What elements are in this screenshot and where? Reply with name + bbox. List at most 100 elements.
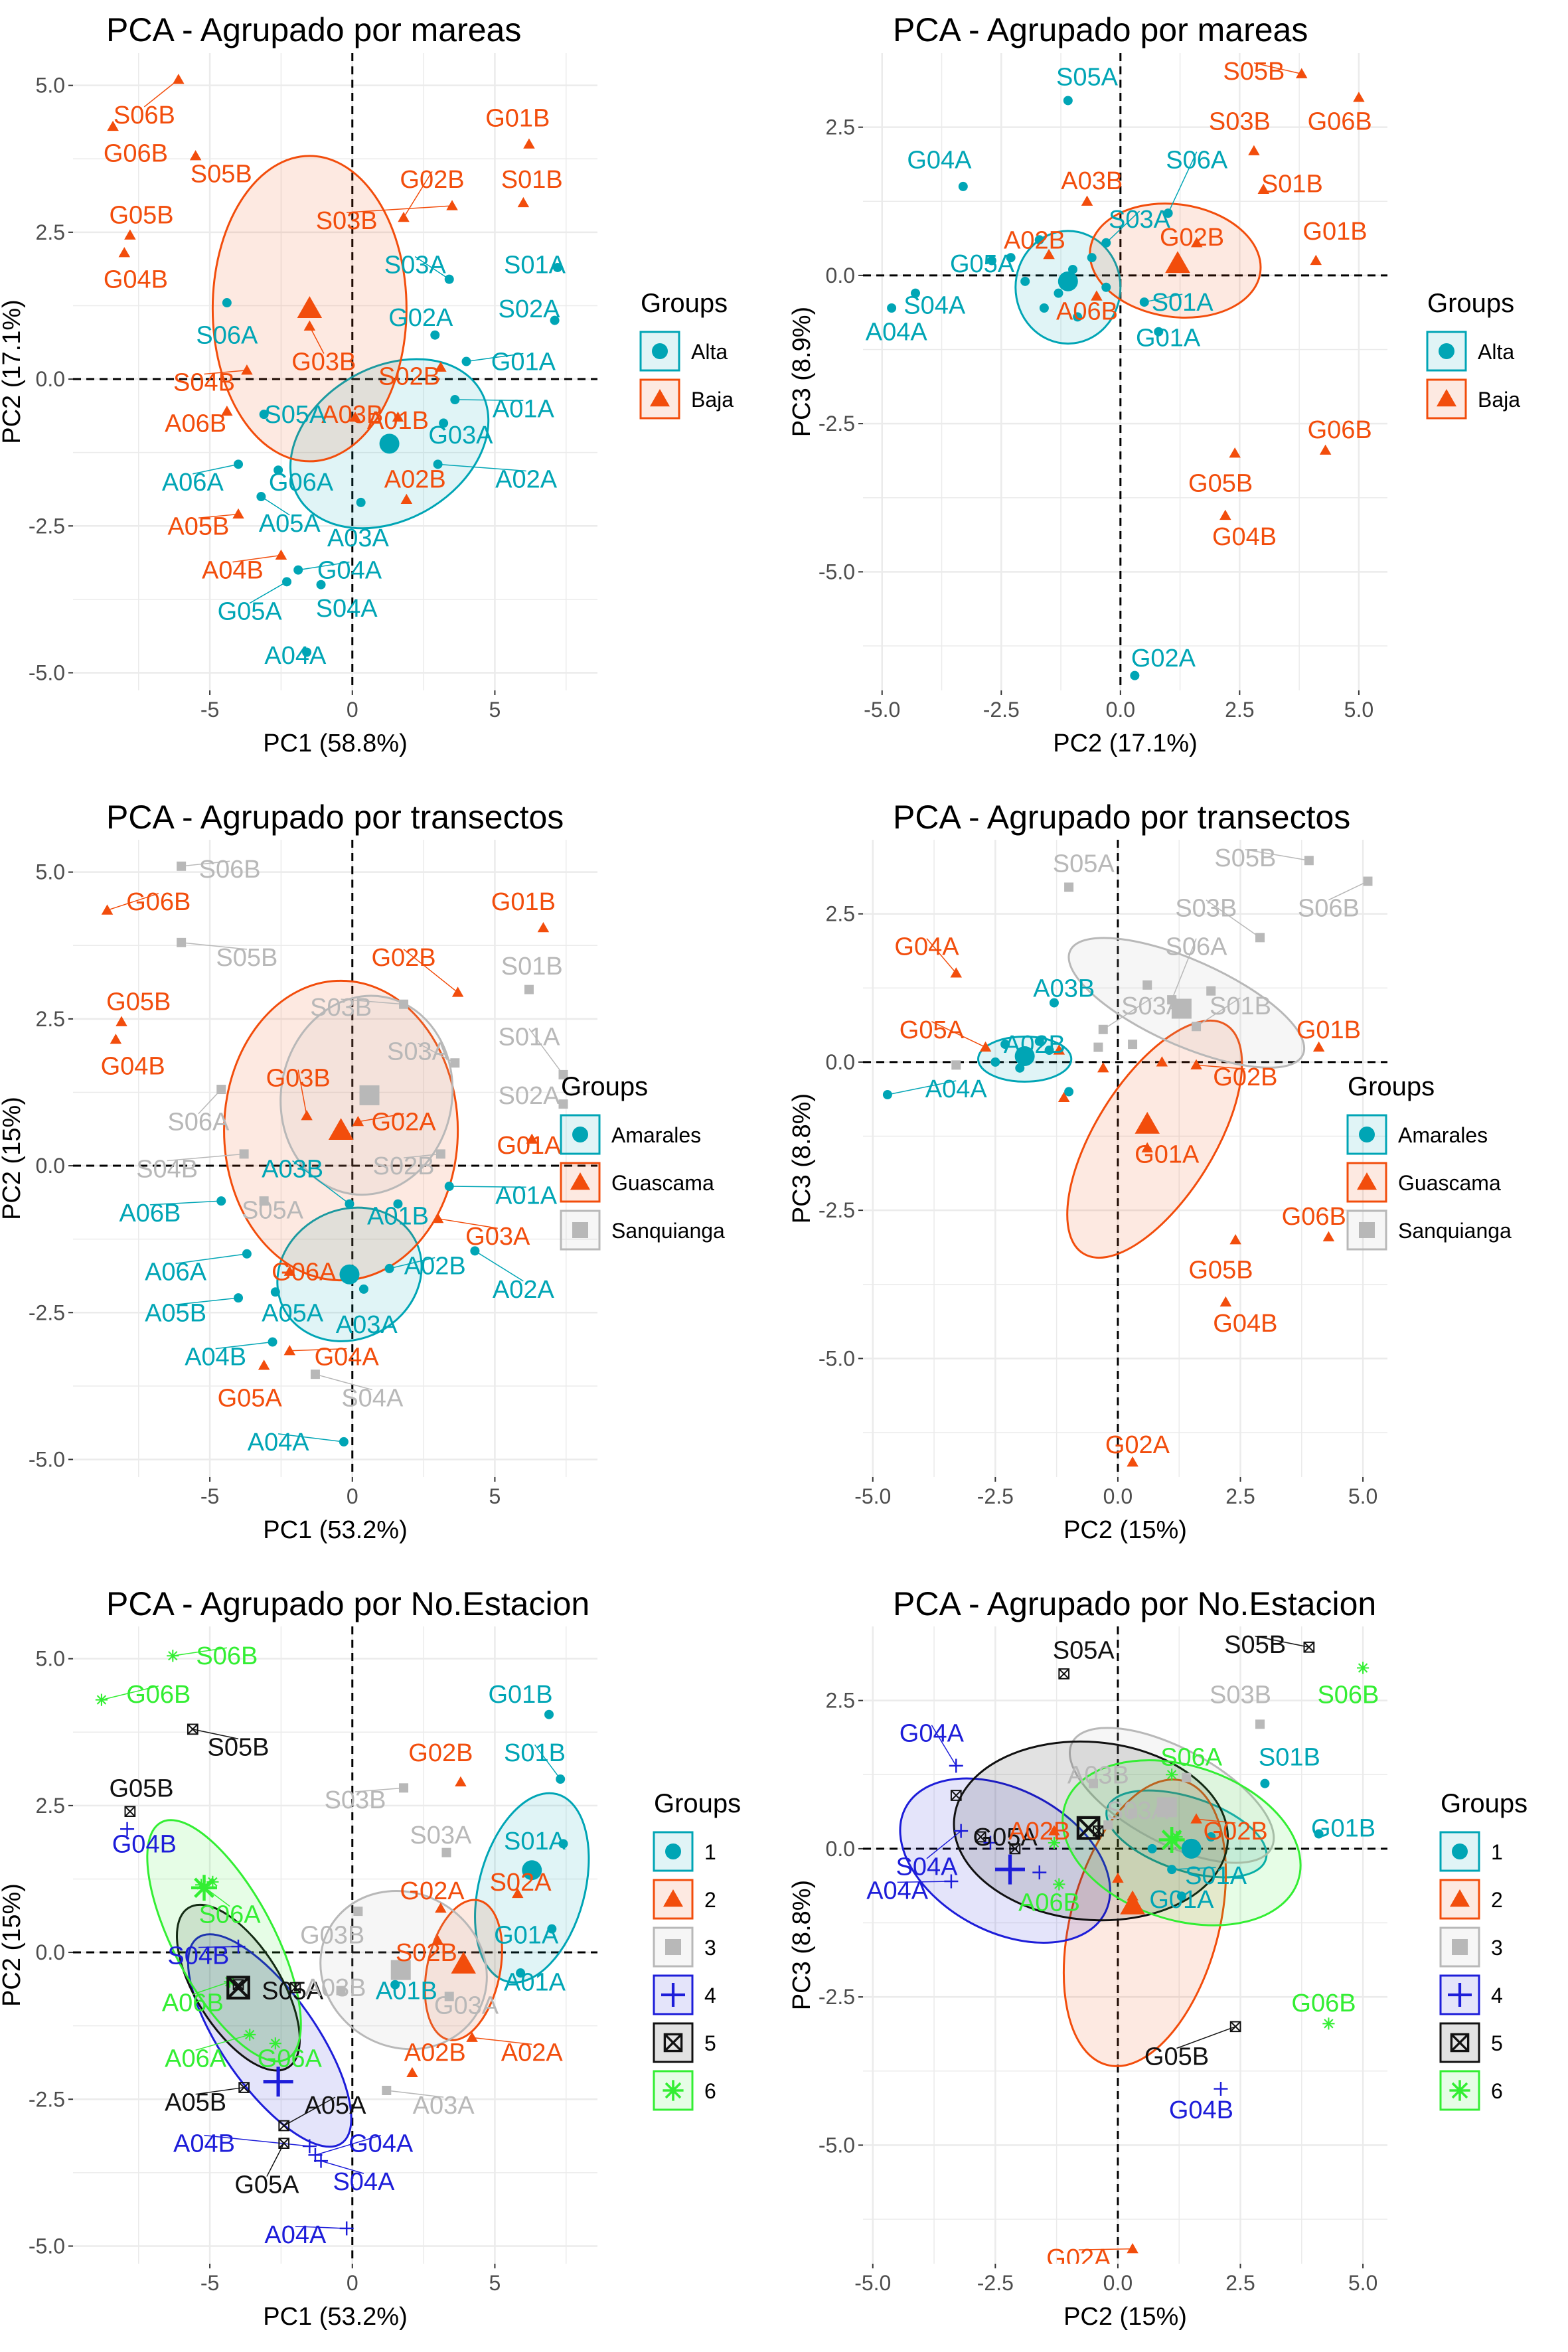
data-point	[222, 298, 232, 308]
point-label: S06A	[199, 1901, 262, 1929]
label-leader	[926, 1830, 962, 1859]
point-label: A01B	[376, 1978, 437, 2005]
point-label: G04B	[1212, 523, 1277, 551]
y-tick-label: 2.5	[826, 116, 855, 139]
data-point	[232, 1979, 244, 1991]
legend-symbol	[650, 389, 670, 407]
x-tick-label: -2.5	[977, 2271, 1014, 2295]
x-tick-label: -5.0	[864, 698, 900, 722]
label-leader	[249, 581, 287, 604]
confidence-ellipse-4	[899, 1777, 1111, 1944]
data-point	[450, 1058, 460, 1068]
data-point	[1257, 183, 1270, 194]
data-point	[1166, 1768, 1178, 1781]
x-tick-label: -2.5	[977, 1484, 1014, 1508]
legend-symbol	[570, 1172, 590, 1190]
data-point	[1156, 1056, 1168, 1067]
point-label: G06B	[126, 1681, 191, 1709]
point-label: A04A	[264, 642, 327, 670]
point-label: S06B	[1317, 1682, 1379, 1709]
data-point	[435, 361, 447, 372]
data-point	[124, 1806, 136, 1818]
data-point	[390, 1980, 400, 1990]
point-label: A04A	[264, 2221, 327, 2249]
data-point	[1039, 303, 1049, 313]
point-label: S06A	[1160, 1743, 1223, 1771]
point-label: G01B	[1302, 218, 1367, 246]
point-label: A02B	[404, 1252, 466, 1280]
point-label: S01A	[1185, 1862, 1247, 1890]
data-point	[399, 999, 409, 1009]
plot-area: G01B G06B G02B G05B G04B G03B G02A G01A G03A G06A…	[101, 856, 568, 1456]
legend-symbol	[665, 1939, 681, 1955]
group-centroid-4	[995, 1854, 1025, 1885]
data-point	[275, 549, 287, 560]
x-tick-label: -5	[200, 1484, 219, 1508]
y-tick-label: 0.0	[36, 1154, 65, 1178]
data-point	[558, 1069, 568, 1079]
point-label: S03B	[1209, 108, 1271, 136]
legend-symbol	[1437, 389, 1456, 407]
chart-title: PCA - Agrupado por transectos	[106, 799, 564, 836]
point-label: S01A	[1152, 289, 1214, 317]
data-point	[1089, 1778, 1099, 1788]
legend-label: 4	[704, 1984, 716, 2007]
point-label: A01A	[493, 395, 555, 423]
legend-label: 6	[704, 2079, 716, 2103]
data-point	[1219, 1296, 1232, 1307]
data-point	[256, 492, 266, 502]
legend-label: 5	[1491, 2031, 1503, 2055]
data-point	[431, 1212, 444, 1223]
point-label: G01A	[1149, 1886, 1214, 1914]
x-tick-label: 5.0	[1348, 1484, 1377, 1508]
data-point	[399, 1783, 409, 1793]
data-point	[975, 1831, 986, 1843]
data-point	[1142, 980, 1152, 990]
point-label: S03B	[310, 994, 372, 1022]
data-point	[954, 1824, 969, 1838]
data-point	[1009, 1843, 1021, 1855]
point-label: A03A	[413, 2092, 475, 2120]
data-point	[1190, 1059, 1202, 1069]
label-leader	[341, 998, 404, 1005]
point-label: G01B	[485, 104, 550, 132]
legend-symbol	[1450, 1889, 1470, 1907]
y-tick-label: -2.5	[819, 1198, 855, 1222]
data-point	[400, 493, 413, 505]
data-point	[1190, 237, 1203, 248]
label-leader	[386, 2090, 444, 2098]
chart-title: PCA - Agrupado por transectos	[893, 799, 1350, 836]
label-leader	[193, 1981, 230, 1995]
point-label: S03A	[384, 252, 447, 279]
point-label: A06B	[1056, 297, 1118, 325]
data-point	[1103, 1820, 1113, 1830]
data-point	[283, 1265, 296, 1276]
point-label: S02A	[490, 1869, 552, 1897]
point-label: G02A	[400, 1877, 465, 1905]
point-label: A04A	[248, 1429, 310, 1456]
data-point	[1206, 1832, 1216, 1842]
point-label: S06A	[167, 1109, 230, 1137]
point-label: S03B	[316, 207, 378, 235]
data-point	[303, 320, 316, 331]
point-label: S05A	[242, 1196, 304, 1224]
point-label: A02B	[404, 2039, 466, 2067]
point-label: A06A	[165, 2045, 227, 2073]
data-point	[1073, 312, 1083, 322]
label-leader	[1078, 2248, 1133, 2250]
data-point	[552, 262, 562, 272]
x-tick-label: 2.5	[1225, 2271, 1255, 2295]
legend-symbol	[661, 1983, 685, 2007]
group-centroid-1	[522, 1860, 542, 1881]
data-point	[241, 364, 253, 375]
y-tick-label: -2.5	[819, 412, 855, 435]
data-point	[358, 1284, 368, 1294]
data-point	[238, 2082, 250, 2093]
y-tick-label: -2.5	[29, 1300, 65, 1324]
data-point	[1312, 1041, 1325, 1052]
point-label: G05A	[973, 1824, 1038, 1851]
data-point	[95, 1693, 108, 1706]
data-point	[524, 984, 534, 994]
y-tick-label: 2.5	[36, 1007, 65, 1031]
label-leader	[1196, 997, 1241, 1027]
